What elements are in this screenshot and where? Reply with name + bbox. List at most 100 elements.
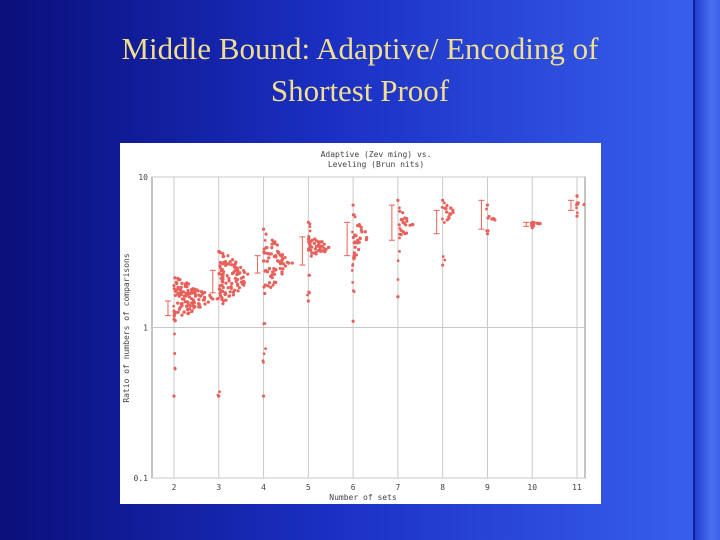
- data-point: [220, 273, 224, 277]
- extreme-point: [441, 198, 445, 202]
- data-point: [267, 281, 272, 285]
- y-tick-label: 10: [138, 173, 148, 182]
- data-point: [197, 293, 201, 297]
- data-point: [287, 261, 291, 265]
- data-point: [448, 212, 452, 216]
- data-point: [235, 273, 239, 277]
- data-point: [398, 209, 402, 213]
- data-point: [316, 244, 320, 248]
- extreme-point: [485, 232, 490, 236]
- data-point: [218, 291, 222, 295]
- outlier-point: [441, 255, 445, 258]
- outlier-point: [396, 259, 400, 263]
- data-point: [271, 270, 275, 274]
- outlier-point: [442, 206, 446, 210]
- data-point: [188, 307, 192, 311]
- extreme-point: [261, 394, 266, 398]
- outlier-point: [263, 322, 267, 325]
- data-point: [363, 230, 367, 234]
- slide-title: Middle Bound: Adaptive/ Encoding of Shor…: [40, 28, 680, 112]
- data-point: [192, 306, 196, 310]
- data-point: [177, 278, 181, 282]
- data-point: [263, 283, 268, 287]
- data-point: [405, 219, 409, 223]
- data-point: [203, 302, 207, 306]
- data-point: [176, 310, 180, 314]
- data-point: [197, 298, 201, 302]
- data-point: [310, 251, 314, 255]
- data-point: [355, 224, 360, 228]
- data-point: [538, 221, 542, 226]
- data-point: [326, 245, 331, 249]
- data-point: [411, 223, 415, 227]
- data-point: [176, 301, 180, 305]
- data-point: [320, 249, 324, 253]
- data-point: [186, 288, 190, 293]
- data-point: [263, 269, 267, 273]
- extreme-point: [217, 394, 221, 398]
- x-tick-label: 8: [440, 483, 445, 492]
- data-point: [262, 259, 266, 263]
- data-point: [266, 284, 270, 288]
- data-point: [535, 221, 539, 225]
- data-point: [176, 285, 180, 289]
- data-point: [278, 266, 282, 270]
- data-point: [195, 288, 199, 292]
- data-point: [283, 264, 287, 268]
- data-point: [445, 218, 449, 222]
- data-point: [490, 217, 494, 221]
- data-point: [280, 272, 284, 276]
- extreme-point: [351, 319, 355, 323]
- data-point: [312, 241, 316, 246]
- outlier-point: [353, 256, 357, 260]
- data-point: [281, 257, 285, 261]
- data-point: [408, 223, 412, 227]
- error-bars: [165, 199, 574, 317]
- data-point: [231, 293, 235, 297]
- data-point: [323, 250, 327, 254]
- data-point: [187, 311, 191, 315]
- outlier-point: [173, 366, 177, 370]
- data-point: [265, 270, 270, 274]
- x-tick-label: 3: [216, 483, 221, 492]
- data-point: [184, 283, 188, 287]
- outlier-point: [172, 309, 176, 313]
- data-point: [401, 211, 405, 215]
- outlier-point: [307, 290, 311, 294]
- data-point: [267, 252, 272, 256]
- outlier-point: [441, 217, 444, 221]
- data-point: [219, 269, 223, 273]
- data-point: [172, 287, 176, 291]
- data-point: [278, 262, 283, 266]
- data-point: [353, 245, 357, 249]
- data-point: [271, 283, 275, 287]
- outlier-point: [350, 269, 354, 272]
- data-point: [265, 251, 269, 255]
- data-point: [272, 272, 277, 276]
- data-point: [181, 290, 186, 294]
- data-point: [237, 286, 242, 290]
- data-point: [359, 225, 363, 229]
- data-point: [313, 247, 317, 251]
- data-point: [399, 232, 403, 237]
- data-point: [397, 223, 401, 227]
- x-tick-label: 10: [527, 483, 537, 492]
- extreme-point: [575, 194, 579, 198]
- data-point: [188, 291, 193, 296]
- data-point: [197, 305, 201, 309]
- data-point: [314, 250, 318, 254]
- extreme-point: [396, 198, 400, 202]
- outlier-point: [219, 294, 223, 298]
- data-point: [189, 297, 194, 301]
- data-point: [231, 290, 236, 294]
- outlier-point: [217, 296, 220, 300]
- data-point: [186, 282, 191, 286]
- x-axis-label: Number of sets: [329, 493, 397, 502]
- outlier-point: [486, 216, 490, 220]
- data-point: [233, 265, 238, 270]
- outlier-point: [307, 234, 311, 238]
- data-point: [179, 292, 184, 297]
- data-point: [230, 258, 235, 262]
- outlier-point: [351, 289, 355, 293]
- data-point: [269, 285, 273, 289]
